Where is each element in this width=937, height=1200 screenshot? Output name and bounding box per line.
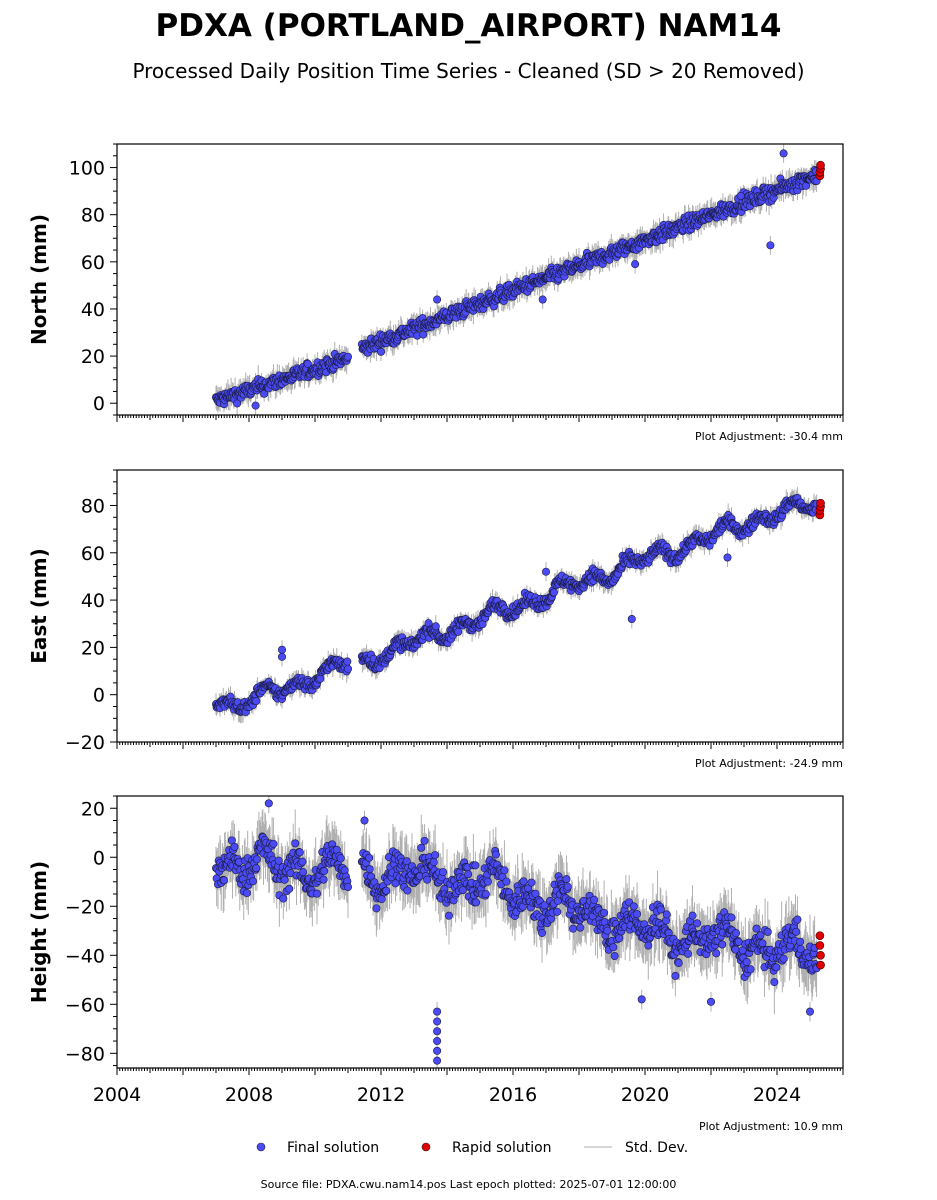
final-solution-point bbox=[541, 567, 550, 576]
y-tick-label: 100 bbox=[69, 158, 105, 180]
final-solution-point bbox=[736, 191, 745, 200]
y-tick-label: 80 bbox=[81, 205, 105, 227]
final-solution-point bbox=[431, 622, 440, 631]
north-panel: 0 20 40 60 80 100 North (mm) Plot Adjustment: -… bbox=[27, 143, 844, 443]
final-solution-point bbox=[419, 330, 428, 339]
final-solution-point bbox=[433, 295, 442, 304]
y-tick-label: 60 bbox=[81, 543, 105, 565]
chart-title: PDXA (PORTLAND_AIRPORT) NAM14 bbox=[156, 8, 782, 44]
y-tick-label: 20 bbox=[81, 637, 105, 659]
y-tick-label: 0 bbox=[93, 393, 105, 415]
plot-adjustment-note: Plot Adjustment: -24.9 mm bbox=[695, 757, 843, 770]
y-tick-label: −20 bbox=[65, 732, 105, 754]
rapid-solution-points bbox=[815, 160, 825, 181]
final-solution-point bbox=[252, 697, 261, 706]
y-tick-label: 40 bbox=[81, 590, 105, 612]
plot-area bbox=[212, 796, 825, 1068]
final-solution-point bbox=[538, 295, 547, 304]
rapid-solution-point bbox=[816, 498, 825, 508]
final-solution-points bbox=[212, 494, 821, 717]
final-solution-point bbox=[779, 149, 788, 158]
final-solution-point bbox=[316, 674, 325, 683]
final-solution-point bbox=[343, 657, 352, 666]
final-solution-points bbox=[212, 149, 821, 410]
rapid-solution-points bbox=[815, 498, 825, 520]
final-solution-point bbox=[303, 359, 312, 368]
plot-frame bbox=[116, 143, 844, 416]
plot-area bbox=[212, 486, 825, 724]
final-solution-point bbox=[454, 627, 463, 636]
final-solution-point bbox=[766, 241, 775, 250]
final-solution-point bbox=[723, 553, 732, 562]
final-solution-point bbox=[631, 260, 640, 269]
east-panel: −20 0 20 40 60 80 East (mm) Plot Adjustment: -2… bbox=[27, 469, 844, 770]
y-tick-label: 20 bbox=[81, 346, 105, 368]
y-tick-label: 80 bbox=[81, 495, 105, 517]
final-solution-point bbox=[549, 588, 558, 597]
y-tick-label: 40 bbox=[81, 299, 105, 321]
y-tick-label: 60 bbox=[81, 252, 105, 274]
final-solution-point bbox=[627, 615, 636, 624]
final-solution-point bbox=[277, 645, 286, 654]
y-axis-label: East (mm) bbox=[27, 548, 51, 664]
rapid-solution-point bbox=[816, 160, 825, 170]
y-tick-label: 0 bbox=[93, 685, 105, 707]
plot-area bbox=[212, 144, 825, 415]
final-solution-point bbox=[277, 652, 286, 661]
final-solution-point bbox=[251, 401, 260, 410]
final-solution-point bbox=[233, 399, 242, 408]
final-solution-point bbox=[343, 664, 352, 673]
final-solution-point bbox=[343, 352, 352, 361]
plot-adjustment-note: Plot Adjustment: -30.4 mm bbox=[695, 430, 843, 443]
chart-subtitle: Processed Daily Position Time Series - C… bbox=[132, 59, 804, 83]
y-axis-label: North (mm) bbox=[27, 214, 51, 345]
final-solution-point bbox=[376, 347, 385, 356]
